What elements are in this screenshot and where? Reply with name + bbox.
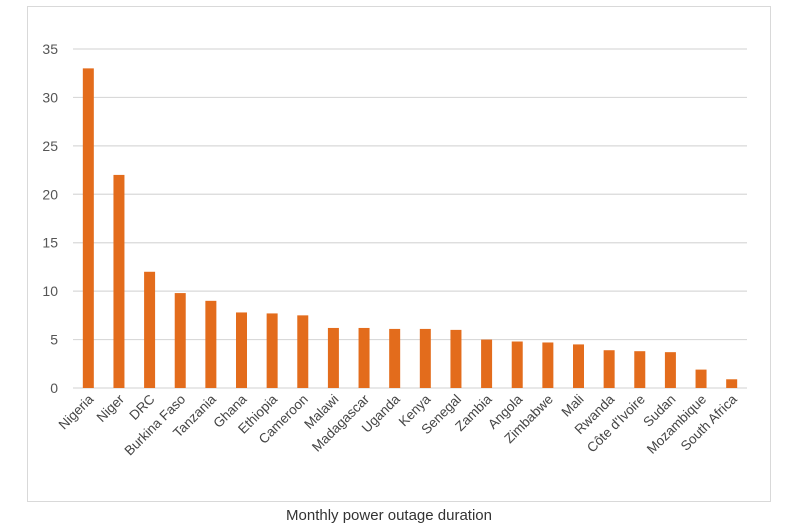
y-tick-label: 35 <box>42 41 58 57</box>
gridlines <box>73 48 747 389</box>
bar <box>358 327 370 388</box>
bar <box>511 341 523 388</box>
bar <box>664 352 676 388</box>
bar <box>726 379 738 388</box>
bar <box>419 328 431 388</box>
y-tick-label: 25 <box>42 138 58 154</box>
bar <box>236 312 247 388</box>
x-tick-label: Niger <box>94 391 128 425</box>
bar <box>174 293 186 388</box>
y-tick-label: 5 <box>50 332 58 348</box>
chart-frame <box>27 6 771 502</box>
bar <box>205 300 217 388</box>
y-tick-label: 10 <box>42 283 58 299</box>
bar <box>573 344 584 388</box>
bar <box>389 328 401 388</box>
y-tick-label: 0 <box>50 380 58 396</box>
bar <box>297 315 309 388</box>
x-tick-label: Nigeria <box>56 391 97 432</box>
bar <box>144 271 156 388</box>
bar <box>82 68 94 388</box>
bar <box>113 174 125 388</box>
bar <box>603 350 615 388</box>
bar <box>327 327 339 388</box>
y-tick-label: 20 <box>42 186 58 202</box>
y-axis: 0 5 10 15 20 25 30 35 <box>42 41 58 396</box>
bar <box>695 369 707 388</box>
bar <box>481 339 493 388</box>
bar <box>634 351 646 388</box>
y-tick-label: 15 <box>42 235 58 251</box>
chart-caption: Monthly power outage duration <box>286 507 492 524</box>
bar <box>450 329 462 388</box>
y-tick-label: 30 <box>42 89 58 105</box>
bar <box>266 313 278 388</box>
bars <box>82 68 738 388</box>
bar <box>542 342 554 388</box>
